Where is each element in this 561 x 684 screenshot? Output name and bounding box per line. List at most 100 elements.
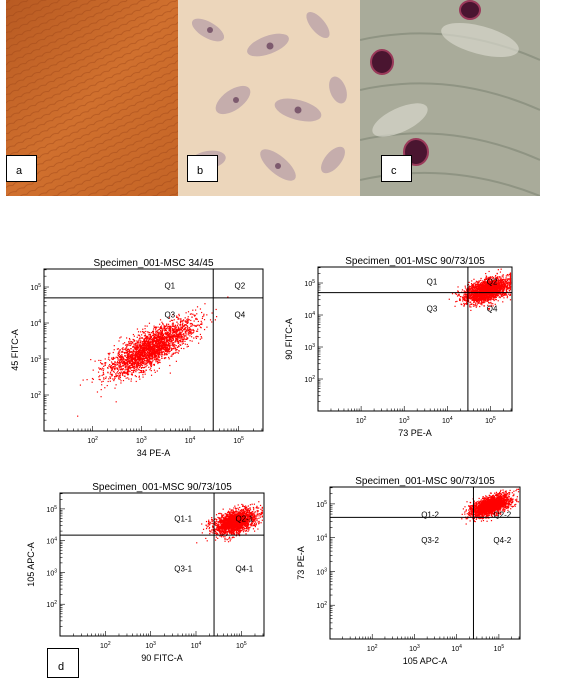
event-dot: [127, 360, 129, 362]
event-dot: [136, 348, 138, 350]
event-dot: [122, 360, 125, 362]
event-dot: [187, 322, 189, 324]
event-dot: [509, 287, 512, 289]
event-dot: [458, 294, 460, 297]
event-dot: [123, 372, 125, 374]
event-dot: [489, 277, 491, 279]
event-dot: [167, 348, 169, 351]
event-dot: [470, 309, 472, 311]
event-dot: [144, 357, 146, 359]
event-dot: [172, 332, 174, 335]
event-dot: [192, 328, 194, 331]
event-dot: [504, 288, 506, 290]
event-dot: [150, 350, 152, 352]
event-dot: [179, 337, 181, 339]
event-dot: [143, 371, 145, 373]
y-tick-label: 102: [30, 391, 41, 400]
event-dot: [187, 334, 189, 336]
event-dot: [180, 318, 182, 320]
event-dot: [149, 369, 151, 371]
event-dot: [483, 286, 485, 288]
event-dot: [490, 295, 492, 297]
event-dot: [171, 338, 173, 340]
event-dot: [489, 295, 491, 297]
event-dot: [472, 299, 474, 301]
event-dot: [495, 277, 498, 279]
event-dot: [148, 353, 150, 356]
event-dot: [506, 295, 509, 297]
event-dot: [192, 313, 194, 315]
event-dot: [169, 343, 171, 345]
event-dot: [136, 346, 138, 349]
event-dot: [454, 305, 456, 307]
event-dot: [158, 328, 160, 331]
event-dot: [169, 327, 171, 330]
event-dot: [137, 341, 139, 343]
event-dot: [160, 350, 162, 352]
event-dot: [500, 288, 502, 290]
event-dot: [492, 291, 494, 293]
event-dot: [119, 376, 122, 378]
event-dot: [182, 325, 184, 327]
event-dot: [101, 381, 103, 383]
event-dot: [172, 319, 174, 322]
event-dot: [497, 294, 499, 296]
event-dot: [145, 348, 148, 351]
event-dot: [142, 374, 144, 376]
event-dot: [483, 298, 485, 300]
event-dot: [492, 283, 494, 285]
event-dot: [126, 374, 129, 376]
event-dot: [134, 340, 136, 342]
event-dot: [509, 283, 512, 285]
event-dot: [161, 353, 163, 355]
event-dot: [487, 292, 489, 294]
event-dot: [153, 358, 155, 361]
event-dot: [162, 323, 164, 325]
event-dot: [492, 305, 494, 307]
event-dot: [136, 361, 138, 364]
event-dot: [155, 345, 157, 348]
event-dot: [162, 329, 164, 331]
event-dot: [486, 276, 488, 278]
event-dot: [187, 345, 189, 347]
event-dot: [104, 364, 106, 366]
event-dot: [113, 358, 115, 360]
event-dot: [169, 328, 171, 331]
event-dot: [172, 342, 174, 344]
event-dot: [148, 352, 150, 354]
event-dot: [486, 278, 488, 280]
event-dot: [157, 352, 159, 355]
event-dot: [147, 332, 149, 334]
event-dot: [150, 367, 152, 369]
event-dot: [497, 288, 499, 290]
event-dot: [487, 284, 489, 286]
event-dot: [171, 337, 174, 339]
event-dot: [475, 284, 477, 287]
event-dot: [181, 320, 183, 322]
event-dot: [136, 340, 138, 342]
event-dot: [451, 293, 454, 295]
event-dot: [150, 346, 152, 348]
event-dot: [509, 294, 512, 296]
event-dot: [480, 299, 482, 302]
event-dot: [110, 361, 113, 363]
event-dot: [166, 354, 168, 356]
y-tick-label: 102: [304, 375, 315, 384]
event-dot: [150, 374, 153, 376]
event-dot: [173, 319, 175, 321]
event-dot: [495, 286, 497, 289]
event-dot: [178, 345, 180, 348]
event-dot: [476, 283, 478, 285]
event-dot: [126, 343, 128, 346]
event-dot: [141, 349, 143, 351]
event-dot: [139, 341, 141, 344]
event-dot: [499, 284, 501, 286]
event-dot: [98, 378, 100, 381]
event-dot: [178, 336, 180, 338]
event-dot: [471, 294, 473, 296]
event-dot: [119, 378, 121, 380]
event-dot: [186, 338, 188, 341]
event-dot: [479, 291, 481, 293]
event-dot: [120, 371, 122, 373]
event-dot: [474, 282, 477, 284]
